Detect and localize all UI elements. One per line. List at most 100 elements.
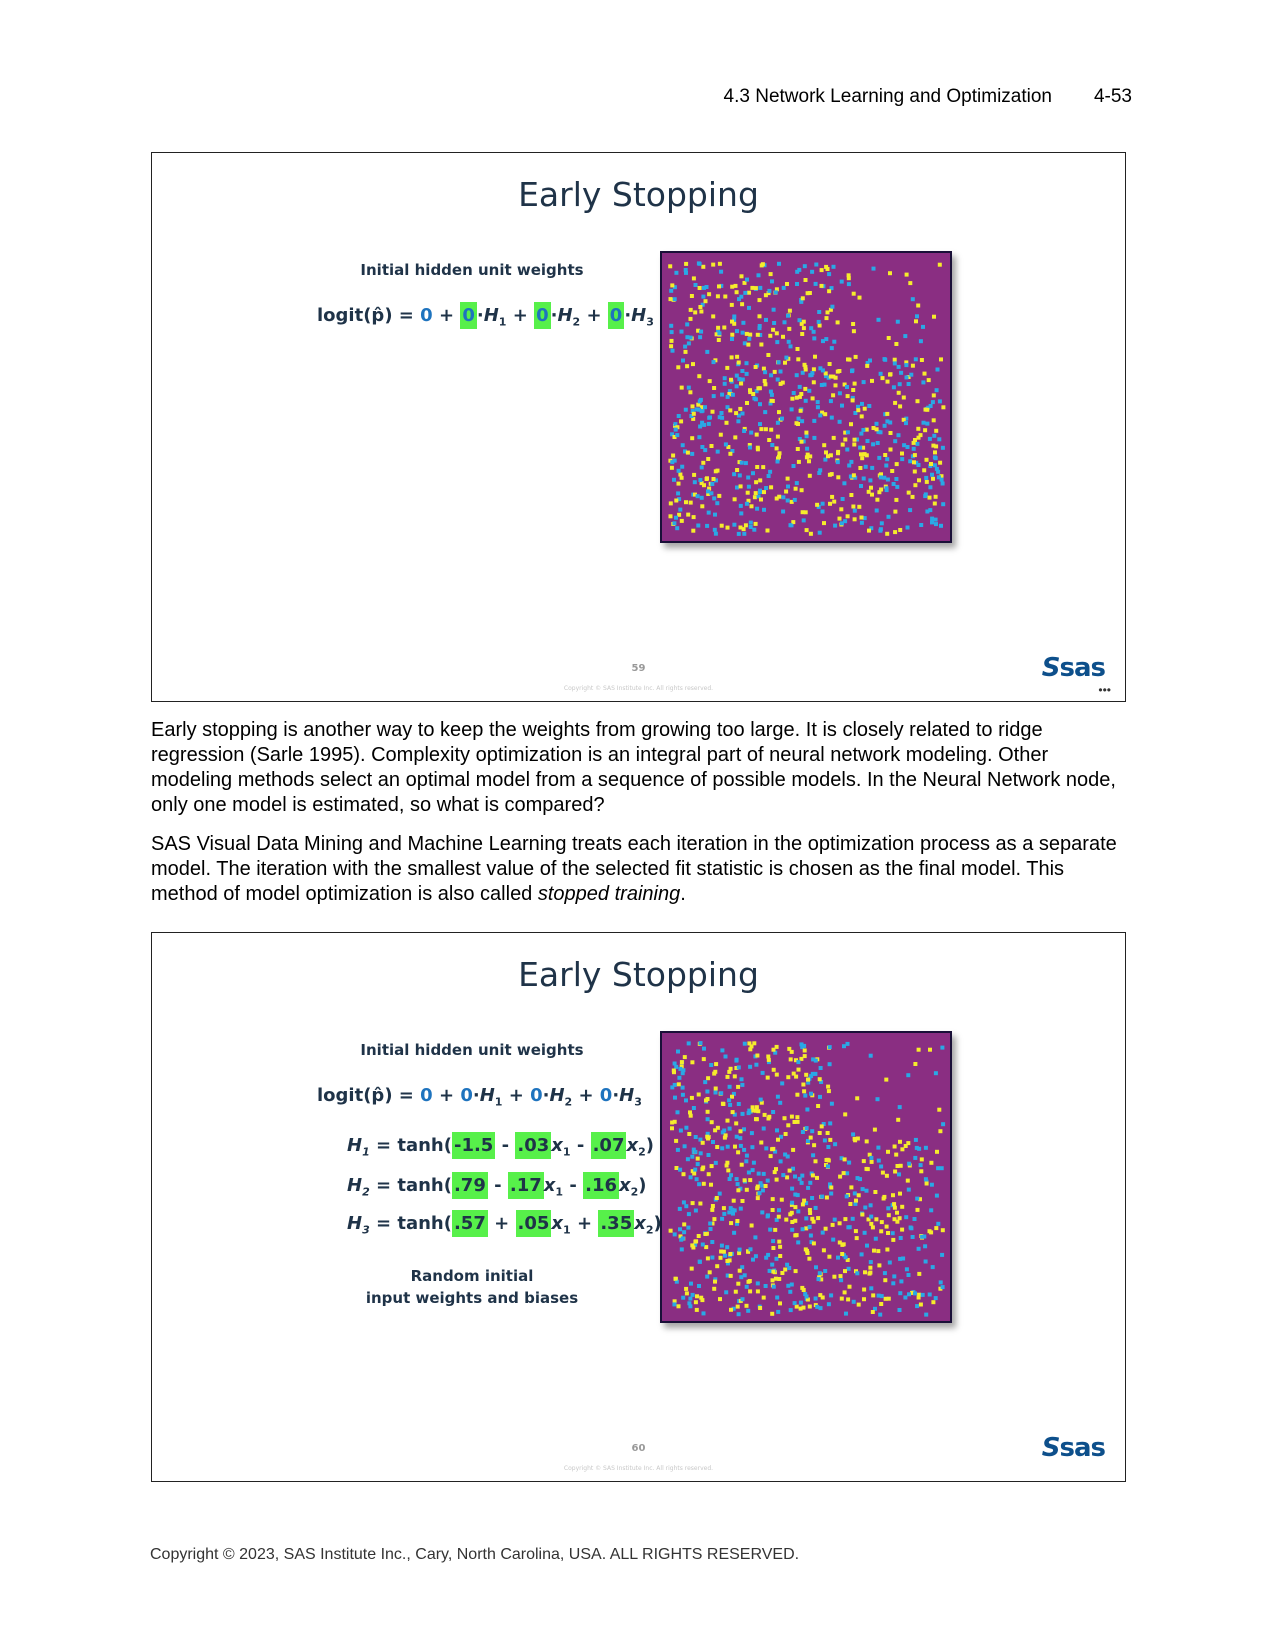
- scatter-dot: [676, 1304, 681, 1309]
- scatter-dot: [768, 401, 773, 406]
- scatter-dot: [680, 443, 685, 448]
- scatter-dot: [829, 415, 834, 420]
- scatter-dot: [728, 1206, 733, 1211]
- scatter-dot: [806, 1139, 810, 1143]
- scatter-dot: [844, 1194, 849, 1199]
- scatter-dot: [810, 1129, 815, 1134]
- scatter-dot: [746, 1249, 751, 1254]
- scatter-dot: [935, 1149, 939, 1154]
- scatter-dot: [922, 468, 927, 473]
- scatter-dot: [908, 459, 913, 464]
- scatter-dot: [676, 468, 681, 473]
- scatter-dot: [699, 409, 704, 414]
- scatter-dot: [701, 264, 706, 269]
- scatter-dot: [770, 1278, 775, 1283]
- scatter-dot: [915, 1207, 920, 1212]
- scatter-dot: [766, 291, 771, 296]
- scatter-dot: [862, 1297, 866, 1302]
- scatter-dot: [839, 1278, 844, 1283]
- scatter-dot: [762, 490, 766, 495]
- scatter-dot: [702, 285, 706, 290]
- scatter-dot: [763, 382, 768, 387]
- scatter-dot: [848, 474, 853, 479]
- scatter-dot: [938, 1129, 943, 1134]
- scatter-dot: [670, 1120, 675, 1125]
- scatter-dot: [830, 304, 835, 309]
- scatter-dot: [910, 494, 915, 499]
- scatter-dot: [854, 1269, 858, 1274]
- scatter-dot: [739, 381, 744, 386]
- scatter-dot: [673, 427, 678, 432]
- scatter-dot: [686, 1212, 691, 1217]
- scatter-dot: [840, 1252, 845, 1256]
- scatter-dot: [886, 514, 891, 519]
- scatter-dot: [771, 307, 776, 312]
- scatter-dot: [837, 419, 842, 424]
- scatter-dot: [763, 370, 768, 375]
- scatter-dot: [681, 1068, 686, 1073]
- scatter-dot: [672, 297, 677, 302]
- scatter-dot: [893, 439, 898, 444]
- scatter-dot: [757, 326, 762, 331]
- scatter-dot: [739, 274, 744, 279]
- scatter-dot: [924, 1312, 929, 1317]
- scatter-dot: [904, 360, 909, 365]
- scatter-dot: [885, 477, 890, 482]
- scatter-dot: [704, 1245, 709, 1250]
- scatter-dot: [727, 1084, 732, 1089]
- scatter-dot: [732, 314, 737, 319]
- scatter-dot: [672, 1082, 677, 1087]
- scatter-dot: [883, 357, 888, 362]
- scatter-dot: [796, 459, 801, 464]
- scatter-dot: [932, 314, 936, 319]
- scatter-dot: [755, 1196, 760, 1201]
- scatter-dot: [747, 1108, 752, 1113]
- scatter-dot: [768, 1154, 773, 1159]
- scatter-dot: [747, 290, 751, 295]
- scatter-dot: [790, 1220, 795, 1224]
- scatter-dot: [803, 278, 808, 282]
- scatter-dot: [670, 1126, 674, 1131]
- scatter-dot: [858, 1177, 862, 1182]
- page-header: 4.3 Network Learning and Optimization 4-…: [0, 86, 1275, 110]
- scatter-dot: [742, 1147, 747, 1152]
- scatter-dot: [863, 1205, 868, 1210]
- scatter-dot: [843, 437, 848, 442]
- slide-60: Early Stopping Initial hidden unit weigh…: [151, 932, 1126, 1482]
- scatter-dot: [684, 1098, 688, 1103]
- scatter-dot: [829, 286, 834, 291]
- scatter-dot: [774, 496, 779, 501]
- scatter-dot: [845, 514, 850, 519]
- scatter-dot: [722, 1128, 727, 1133]
- scatter-dot: [795, 269, 800, 274]
- scatter-dot: [800, 1045, 805, 1050]
- scatter-dot: [680, 1085, 685, 1090]
- scatter-dot: [873, 1190, 878, 1194]
- scatter-dot: [869, 1286, 874, 1291]
- scatter-dot: [738, 1186, 743, 1191]
- scatter-dot: [678, 1234, 683, 1239]
- scatter-dot: [672, 458, 677, 463]
- scatter-dot: [787, 1168, 792, 1173]
- scatter-dot: [725, 1259, 730, 1263]
- scatter-dot: [862, 516, 867, 521]
- scatter-dot: [862, 1287, 867, 1292]
- scatter-dot: [691, 411, 696, 416]
- scatter-dot: [713, 469, 718, 474]
- scatter-dot: [800, 1173, 805, 1178]
- scatter-dot: [713, 1277, 718, 1282]
- scatter-dot: [885, 457, 890, 462]
- scatter-dot: [813, 1296, 818, 1301]
- scatter-dot: [803, 510, 808, 515]
- scatter-dot: [850, 1216, 855, 1221]
- scatter-dot: [811, 1241, 816, 1246]
- scatter-dot: [827, 272, 832, 277]
- scatter-dot: [748, 525, 753, 529]
- scatter-dot: [923, 1244, 928, 1249]
- scatter-dot: [715, 1125, 720, 1130]
- scatter-dot: [783, 1267, 788, 1272]
- scatter-dot: [732, 317, 737, 322]
- scatter-dot: [670, 348, 675, 353]
- scatter-dot: [749, 430, 754, 435]
- scatter-dot: [762, 1112, 767, 1117]
